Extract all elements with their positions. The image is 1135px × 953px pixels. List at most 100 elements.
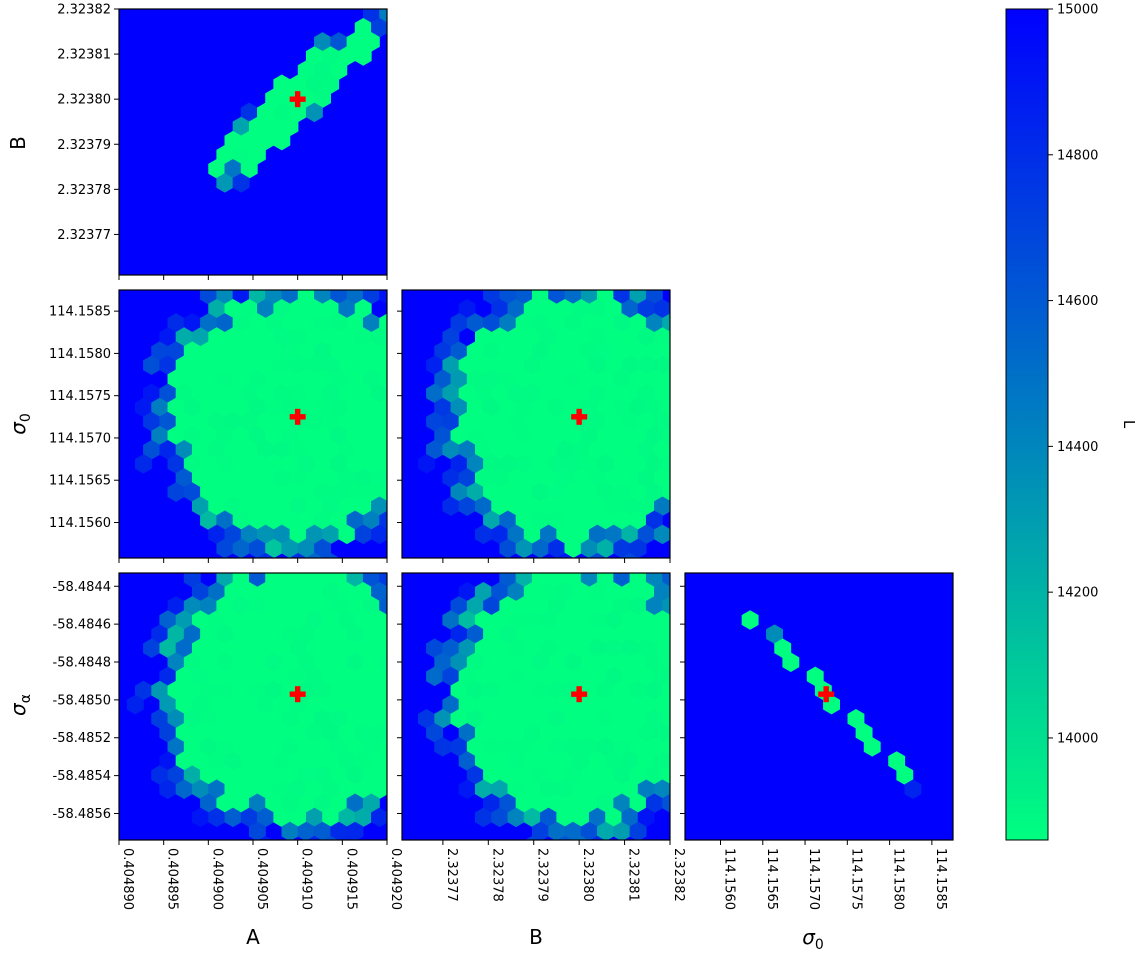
hexbin-cell xyxy=(662,341,670,361)
hexbin-cell xyxy=(515,290,517,291)
hexbin-cell xyxy=(662,681,670,700)
y-tick-label: -58.4856 xyxy=(53,807,111,822)
hexbin-cell xyxy=(379,709,387,729)
hexbin-cell xyxy=(671,356,687,375)
hexbin-cells xyxy=(134,290,387,558)
y-tick-label: 2.32381 xyxy=(57,48,111,63)
colorbar-tick-label: 15000 xyxy=(1057,3,1098,18)
best-fit-marker xyxy=(571,408,588,425)
x-axis-label-sigma0-sub: 0 xyxy=(815,937,824,953)
panel-A-sigma0: 114.1560 114.1565 114.1570 114.1575 114.1580… xyxy=(49,289,388,563)
hexbin-cell xyxy=(379,290,387,305)
hexbin-cell xyxy=(662,426,670,446)
hexbin-cell xyxy=(613,290,615,291)
x-tick-label: 114.1560 xyxy=(722,848,737,910)
colorbar-label: L xyxy=(1120,420,1135,429)
y-tick-label: 2.32378 xyxy=(57,183,111,198)
hexbin-cell xyxy=(741,610,759,630)
colorbar-gradient xyxy=(1005,8,1049,841)
hexbin-cell xyxy=(379,426,387,446)
hexbin-cell xyxy=(580,290,582,291)
x-tick-label: 0.404890 xyxy=(120,848,135,910)
hexbin-cell xyxy=(863,737,881,757)
y-axis-label-sigma0-symbol: σ xyxy=(6,421,30,435)
hexbin-cell xyxy=(417,454,435,474)
hexbin-cell xyxy=(379,313,387,333)
panel-A-B: 2.32377 2.32378 2.32379 2.32380 2.32381 2.323… xyxy=(57,3,388,280)
hexbin-cell xyxy=(645,290,647,291)
panel-B-sigma0 xyxy=(397,289,687,563)
hexbin-cell xyxy=(782,652,800,673)
hexbin-cell xyxy=(547,290,550,291)
hexbin-cell xyxy=(662,398,670,417)
hexbin-cell xyxy=(662,624,670,644)
x-tick-label: 2.32380 xyxy=(580,848,595,902)
hexbin-cells xyxy=(417,573,670,840)
best-fit-marker-v xyxy=(294,408,301,425)
y-tick-label: 114.1580 xyxy=(49,347,111,362)
hexbin-cell xyxy=(379,624,387,644)
hexbin-cell xyxy=(671,469,687,488)
hexbin-cell xyxy=(590,835,605,840)
hexbin-cell xyxy=(671,412,687,431)
hexbin-cell xyxy=(662,369,670,389)
y-axis-label-sigma0: σ0 xyxy=(6,413,34,435)
x-axis-label-sigma0: σ0 xyxy=(802,925,824,953)
panel-B-sigmaAlpha: 2.32377 2.32378 2.32379 2.32380 2.32381 2.323… xyxy=(397,572,686,902)
y-tick-label: 114.1575 xyxy=(49,389,111,404)
hexbin-cell xyxy=(379,510,387,530)
x-tick-label: 0.404910 xyxy=(299,848,314,910)
hexbin-cell xyxy=(671,440,687,459)
hexbin-cell xyxy=(379,681,387,700)
hexbin-cell xyxy=(671,384,687,403)
hexbin-cell xyxy=(662,482,670,502)
y-tick-label: 2.32382 xyxy=(57,3,111,18)
hexbin-cell xyxy=(258,835,273,840)
best-fit-marker xyxy=(289,408,306,425)
panel-background xyxy=(685,573,953,840)
y-tick-label: -58.4844 xyxy=(53,580,111,595)
axis-labels: A B σ0 B σ0 σα xyxy=(6,136,824,953)
y-tick-label: -58.4854 xyxy=(53,769,111,784)
x-tick-label: 0.404900 xyxy=(209,848,224,910)
panel-frame xyxy=(401,289,671,559)
hexbin-cell xyxy=(557,835,572,840)
hexbin-cell xyxy=(379,737,387,757)
hexbin-cell xyxy=(379,369,387,389)
hexbin-cell xyxy=(654,524,670,545)
hexbin-cell xyxy=(573,835,589,840)
hexbin-cell xyxy=(904,779,922,799)
x-axis-label-b: B xyxy=(529,925,543,949)
hexbin-cell xyxy=(379,652,387,672)
best-fit-marker xyxy=(818,686,835,703)
hexbin-cells xyxy=(208,9,387,193)
colorbar-tick-label: 14200 xyxy=(1057,586,1098,601)
hexbin-cell xyxy=(629,821,647,840)
hexbin-cell xyxy=(379,765,387,785)
y-axis-label-sigma-alpha-symbol: σ xyxy=(6,702,30,716)
y-tick-label: 114.1585 xyxy=(49,305,111,320)
y-axis-label-sigma0-sub: 0 xyxy=(18,413,34,422)
x-tick-label: 114.1575 xyxy=(848,848,863,910)
panel-frame xyxy=(684,572,954,841)
hexbin-cell xyxy=(662,652,670,672)
y-tick-label: -58.4850 xyxy=(53,693,111,708)
hexbin-cell xyxy=(126,694,144,715)
y-tick-label: -58.4846 xyxy=(53,618,111,633)
hexbin-cell xyxy=(525,835,540,840)
panel-sigma0-sigmaAlpha: 114.1560 114.1565 114.1570 114.1575 114.1580… xyxy=(680,572,954,910)
hexbin-cells xyxy=(417,290,687,558)
y-tick-label: 114.1560 xyxy=(49,516,111,531)
x-tick-label: 2.32379 xyxy=(535,848,550,902)
hexbin-cell xyxy=(134,454,152,474)
hexbin-cell xyxy=(662,313,670,333)
hexbin-cell xyxy=(339,835,355,840)
hexbin-cell xyxy=(671,497,687,516)
x-tick-label: 0.404920 xyxy=(388,848,403,910)
colorbar-tick-label: 14400 xyxy=(1057,440,1098,455)
y-tick-label: 114.1570 xyxy=(49,431,111,446)
best-fit-marker-v xyxy=(823,686,829,703)
x-tick-label: 0.404905 xyxy=(254,848,269,910)
colorbar-tick-label: 14000 xyxy=(1057,731,1098,746)
best-fit-marker xyxy=(289,91,306,108)
